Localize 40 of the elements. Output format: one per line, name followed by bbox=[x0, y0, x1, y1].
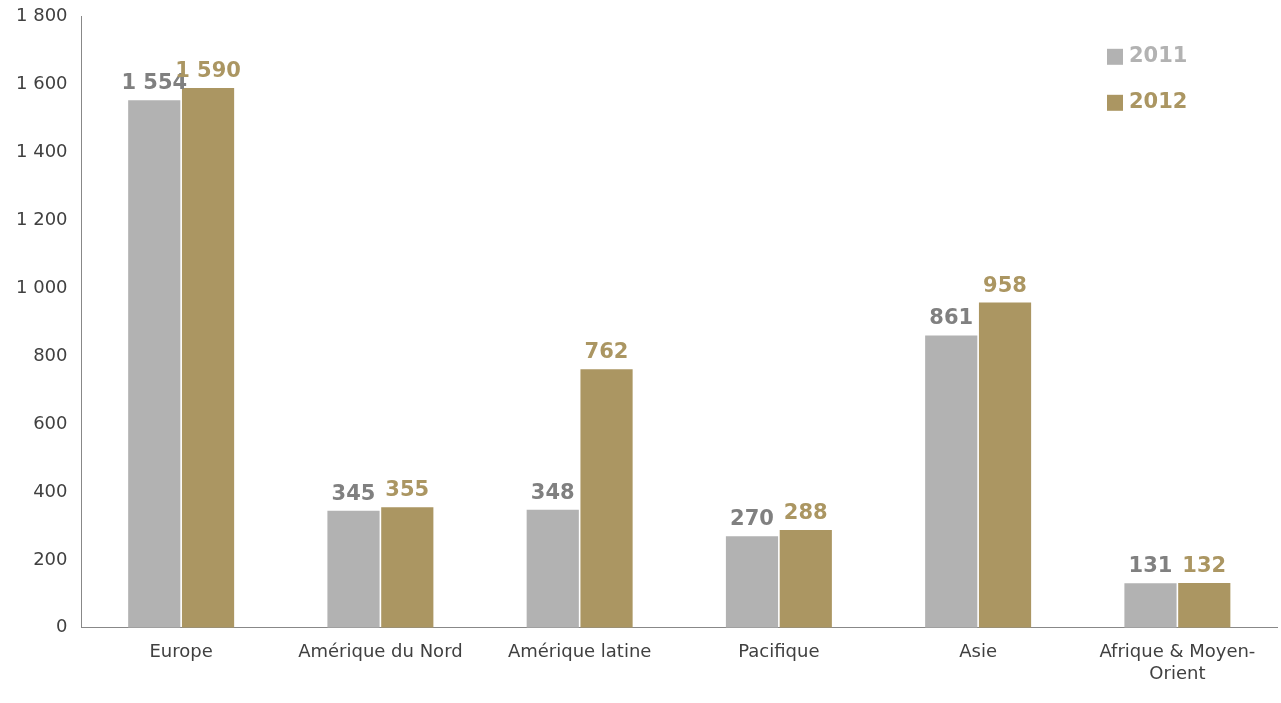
y-tick-label: 1 400 bbox=[16, 140, 68, 162]
x-tick-label: Asie bbox=[959, 640, 998, 662]
data-label: 132 bbox=[1182, 552, 1227, 577]
bar bbox=[1124, 583, 1177, 628]
bar bbox=[925, 335, 978, 628]
legend-label: 2011 bbox=[1129, 43, 1188, 68]
x-tick-label: Pacifique bbox=[738, 640, 820, 662]
y-tick-label: 1 000 bbox=[16, 276, 68, 298]
x-tick-label: Amérique latine bbox=[507, 640, 652, 662]
bar bbox=[181, 88, 235, 628]
y-tick-label: 0 bbox=[56, 615, 68, 637]
bar bbox=[1178, 582, 1231, 628]
data-label: 345 bbox=[331, 480, 376, 505]
data-label: 270 bbox=[730, 506, 774, 531]
data-label: 958 bbox=[983, 272, 1027, 297]
y-tick-label: 1 600 bbox=[16, 72, 68, 94]
data-label: 288 bbox=[783, 499, 828, 524]
bar bbox=[580, 369, 633, 628]
bar bbox=[128, 100, 181, 628]
data-label: 762 bbox=[584, 339, 629, 364]
y-tick-label: 1 200 bbox=[16, 208, 68, 230]
bar bbox=[779, 530, 832, 628]
bar bbox=[327, 510, 380, 628]
y-tick-label: 800 bbox=[33, 343, 68, 365]
data-label: 355 bbox=[385, 477, 430, 502]
x-tick-label: Amérique du Nord bbox=[298, 640, 463, 662]
y-tick-label: 600 bbox=[33, 411, 68, 433]
bar bbox=[978, 302, 1032, 628]
data-label: 861 bbox=[929, 305, 974, 330]
y-tick-label: 200 bbox=[33, 547, 68, 569]
legend-label: 2012 bbox=[1129, 89, 1188, 114]
bar bbox=[725, 536, 779, 628]
data-label: 131 bbox=[1128, 553, 1173, 578]
y-tick-label: 1 800 bbox=[16, 4, 68, 26]
x-tick-label: Afrique & Moyen-Orient bbox=[1099, 640, 1256, 683]
data-label: 348 bbox=[530, 479, 575, 504]
y-tick-label: 400 bbox=[33, 479, 68, 501]
bar bbox=[526, 509, 579, 628]
x-tick-label: Europe bbox=[149, 640, 213, 662]
bar bbox=[381, 507, 434, 628]
